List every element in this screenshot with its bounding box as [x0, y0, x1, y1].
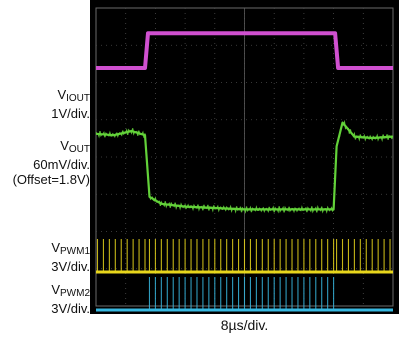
viout-label: VIOUT 1V/div.	[51, 87, 90, 121]
traces	[95, 31, 394, 312]
vout-noise	[95, 119, 393, 214]
vout-label: VOUT 60mV/div. (Offset=1.8V)	[12, 138, 90, 187]
vpwm1-scale: 3V/div.	[51, 259, 90, 274]
time-scale-label: 8µs/div.	[220, 317, 269, 333]
vpwm2-label: VPWM2 3V/div.	[51, 282, 90, 316]
viout-trace	[96, 31, 393, 70]
vout-offset: (Offset=1.8V)	[12, 172, 90, 187]
vpwm2-scale: 3V/div.	[51, 301, 90, 316]
vout-scale: 60mV/div.	[33, 157, 90, 172]
vpwm1-label: VPWM1 3V/div.	[51, 240, 90, 274]
oscilloscope-screen	[90, 0, 399, 314]
viout-scale: 1V/div.	[51, 106, 90, 121]
